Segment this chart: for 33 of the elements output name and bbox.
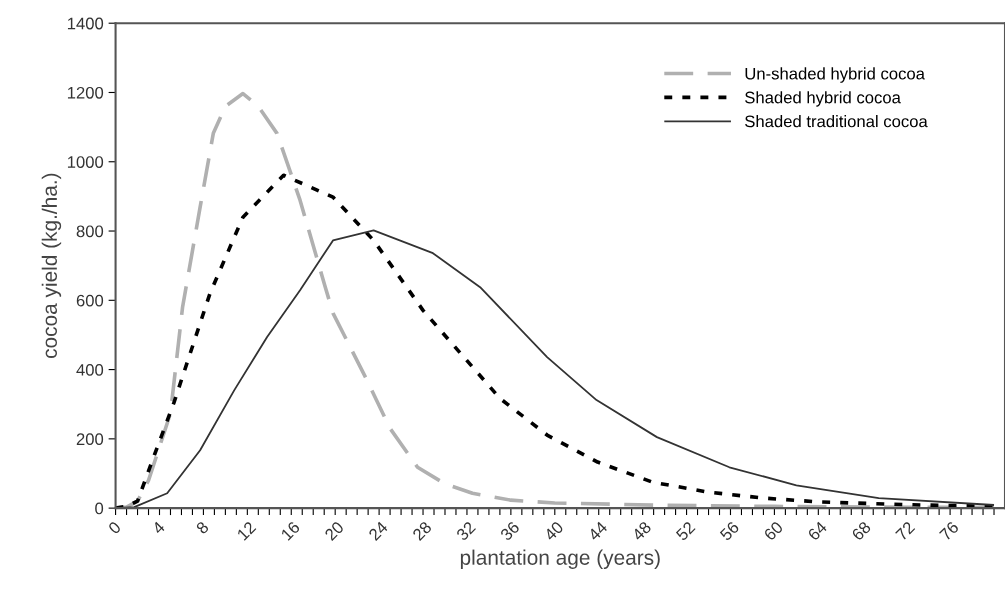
x-tick-label: 28 bbox=[411, 520, 433, 542]
legend-label: Un-shaded hybrid cocoa bbox=[745, 67, 925, 83]
x-tick-label: 36 bbox=[499, 520, 521, 542]
x-tick-label: 4 bbox=[151, 520, 166, 535]
x-tick-label: 32 bbox=[455, 520, 477, 542]
x-tick-label: 76 bbox=[938, 520, 960, 542]
y-tick-label: 1400 bbox=[67, 17, 104, 30]
y-tick-label: 200 bbox=[76, 433, 104, 446]
legend-label: Shaded traditional cocoa bbox=[745, 115, 928, 128]
x-tick-label: 44 bbox=[587, 520, 608, 542]
x-tick-label: 16 bbox=[280, 520, 301, 541]
y-tick-label: 0 bbox=[95, 502, 104, 515]
x-tick-label: 52 bbox=[675, 520, 696, 542]
x-tick-label: 64 bbox=[807, 520, 828, 542]
y-tick-label: 1200 bbox=[67, 86, 104, 99]
x-tick-label: 68 bbox=[851, 520, 872, 542]
x-tick-label: 12 bbox=[236, 520, 257, 541]
x-tick-label: 8 bbox=[195, 520, 210, 535]
y-tick-label: 400 bbox=[76, 363, 104, 376]
y-tick-label: 800 bbox=[76, 225, 104, 238]
y-axis-title: cocoa yield (kg./ha.) bbox=[41, 173, 62, 358]
x-tick-label: 56 bbox=[719, 520, 740, 542]
y-tick-label: 1000 bbox=[67, 156, 104, 168]
x-tick-label: 20 bbox=[324, 520, 345, 542]
x-tick-label: 72 bbox=[895, 520, 916, 541]
x-tick-label: 48 bbox=[631, 520, 652, 542]
x-tick-label: 24 bbox=[367, 520, 389, 541]
x-tick-label: 0 bbox=[107, 520, 122, 535]
x-tick-label: 40 bbox=[543, 520, 565, 542]
legend-label: Shaded hybrid cocoa bbox=[745, 91, 901, 107]
x-axis-title: plantation age (years) bbox=[460, 549, 660, 569]
y-tick-label: 600 bbox=[76, 294, 104, 307]
x-tick-label: 60 bbox=[763, 520, 784, 542]
